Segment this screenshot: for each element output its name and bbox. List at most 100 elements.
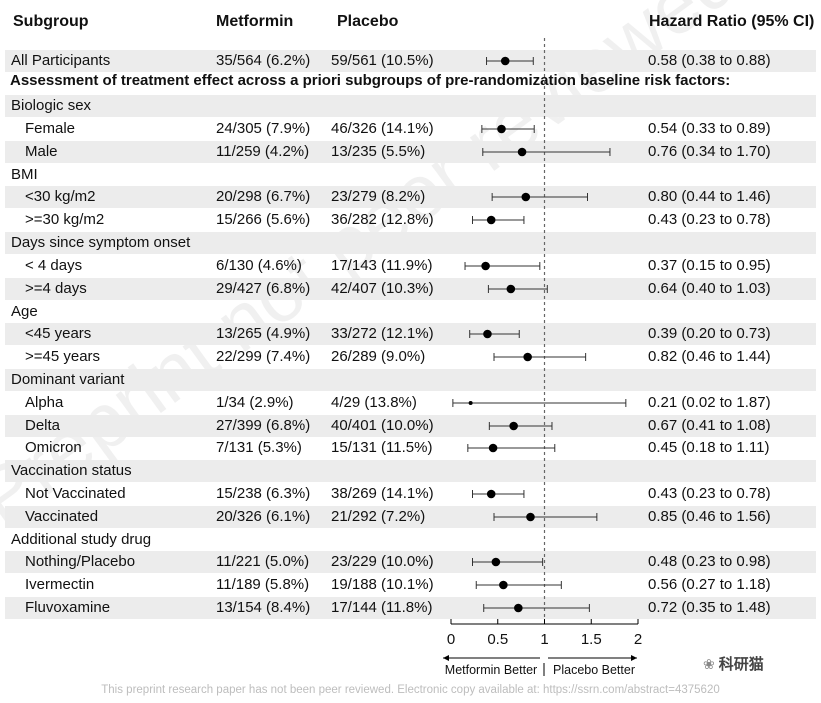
group-header-row: Vaccination status bbox=[5, 460, 816, 482]
hazard-ratio-ci: 0.56 (0.27 to 1.18) bbox=[648, 576, 771, 593]
metformin-events: 13/154 (8.4%) bbox=[216, 599, 311, 616]
hr-point bbox=[500, 56, 510, 66]
header-metformin: Metformin bbox=[216, 13, 294, 30]
subgroup-label: Vaccinated bbox=[25, 508, 99, 525]
group-label: Days since symptom onset bbox=[11, 234, 191, 251]
table-row: >=30 kg/m2 15/266 (5.6%) 36/282 (12.8%) 0.4… bbox=[5, 209, 816, 231]
hazard-ratio-ci: 0.43 (0.23 to 0.78) bbox=[648, 211, 771, 228]
hazard-ratio-ci: 0.39 (0.20 to 0.73) bbox=[648, 325, 771, 342]
hr-point bbox=[517, 147, 527, 157]
hazard-ratio-ci: 0.37 (0.15 to 0.95) bbox=[648, 257, 771, 274]
table-row: < 4 days 6/130 (4.6%) 17/143 (11.9%) 0.37 (… bbox=[5, 255, 816, 277]
hr-point bbox=[481, 261, 490, 271]
metformin-events: 13/265 (4.9%) bbox=[216, 325, 311, 342]
x-tick-label: 1 bbox=[540, 631, 548, 648]
placebo-events: 4/29 (13.8%) bbox=[331, 394, 417, 411]
subgroup-label: < 4 days bbox=[25, 257, 83, 274]
subgroup-note: Assessment of treatment effect across a … bbox=[10, 72, 731, 89]
hr-point bbox=[499, 580, 508, 590]
table-row: Ivermectin 11/189 (5.8%) 19/188 (10.1%) 0.5… bbox=[5, 574, 816, 596]
table-row: Nothing/Placebo 11/221 (5.0%) 23/229 (10.0… bbox=[5, 551, 816, 573]
hr-point bbox=[488, 443, 498, 453]
subgroup-label: <45 years bbox=[25, 325, 92, 342]
placebo-events: 36/282 (12.8%) bbox=[331, 211, 434, 228]
table-row: All Participants 35/564 (6.2%) 59/561 (10.… bbox=[5, 50, 816, 72]
placebo-events: 26/289 (9.0%) bbox=[331, 348, 426, 365]
subgroup-label: Not Vaccinated bbox=[25, 485, 126, 502]
subgroup-label: Male bbox=[25, 143, 58, 160]
subgroup-label: Omicron bbox=[25, 439, 82, 456]
subgroup-label: >=30 kg/m2 bbox=[25, 211, 105, 228]
x-tick-label: 2 bbox=[634, 631, 642, 648]
table-row: >=45 years 22/299 (7.4%) 26/289 (9.0%) 0.82… bbox=[5, 346, 816, 368]
hazard-ratio-ci: 0.43 (0.23 to 0.78) bbox=[648, 485, 771, 502]
metformin-events: 24/305 (7.9%) bbox=[216, 120, 311, 137]
group-label: Additional study drug bbox=[11, 531, 152, 548]
hazard-ratio-ci: 0.54 (0.33 to 0.89) bbox=[648, 120, 771, 137]
hazard-ratio-ci: 0.76 (0.34 to 1.70) bbox=[648, 143, 771, 160]
table-row: Omicron 7/131 (5.3%) 15/131 (11.5%) 0.45 (0… bbox=[5, 437, 816, 459]
left-arrow-head bbox=[443, 655, 449, 661]
metformin-events: 11/221 (5.0%) bbox=[216, 553, 310, 570]
table-row: Female 24/305 (7.9%) 46/326 (14.1%) 0.54 (0… bbox=[5, 118, 816, 140]
left-direction-label: Metformin Better bbox=[445, 663, 537, 677]
table-row: <45 years 13/265 (4.9%) 33/272 (12.1%) 0.39… bbox=[5, 323, 816, 345]
wechat-icon: ❀ bbox=[703, 656, 715, 672]
group-header-row: Additional study drug bbox=[5, 529, 816, 551]
hazard-ratio-ci: 0.72 (0.35 to 1.48) bbox=[648, 599, 771, 616]
placebo-events: 21/292 (7.2%) bbox=[331, 508, 426, 525]
brand: ❀ 科研猫 bbox=[703, 653, 764, 674]
header-subgroup: Subgroup bbox=[13, 13, 89, 30]
placebo-events: 59/561 (10.5%) bbox=[331, 52, 434, 69]
hr-point bbox=[483, 329, 492, 339]
group-header-row: Biologic sex bbox=[5, 95, 816, 117]
hr-point bbox=[468, 401, 473, 405]
metformin-events: 15/238 (6.3%) bbox=[216, 485, 311, 502]
subgroup-label: Female bbox=[25, 120, 76, 137]
hr-point bbox=[509, 421, 518, 431]
hazard-ratio-ci: 0.80 (0.44 to 1.46) bbox=[648, 188, 771, 205]
subgroup-label: <30 kg/m2 bbox=[25, 188, 96, 205]
hr-point bbox=[506, 284, 516, 294]
table-row: Male 11/259 (4.2%) 13/235 (5.5%) 0.76 (0.34… bbox=[5, 141, 816, 163]
subgroup-label: >=45 years bbox=[25, 348, 101, 365]
subgroup-label: Alpha bbox=[25, 394, 64, 411]
metformin-events: 27/399 (6.8%) bbox=[216, 417, 311, 434]
metformin-events: 20/326 (6.1%) bbox=[216, 508, 311, 525]
hr-point bbox=[523, 352, 532, 362]
table-row: <30 kg/m2 20/298 (6.7%) 23/279 (8.2%) 0.80 … bbox=[5, 186, 816, 208]
hr-point bbox=[526, 512, 535, 522]
footer-note: This preprint research paper has not bee… bbox=[101, 684, 720, 696]
placebo-events: 38/269 (14.1%) bbox=[331, 485, 434, 502]
subgroup-label: Fluvoxamine bbox=[25, 599, 111, 616]
hazard-ratio-ci: 0.64 (0.40 to 1.03) bbox=[648, 280, 771, 297]
placebo-events: 42/407 (10.3%) bbox=[331, 280, 434, 297]
brand-text: 科研猫 bbox=[718, 656, 764, 673]
hazard-ratio-ci: 0.45 (0.18 to 1.11) bbox=[648, 439, 770, 456]
hazard-ratio-ci: 0.67 (0.41 to 1.08) bbox=[648, 417, 771, 434]
x-tick-label: 0.5 bbox=[487, 631, 508, 648]
metformin-events: 11/189 (5.8%) bbox=[216, 576, 310, 593]
metformin-events: 11/259 (4.2%) bbox=[216, 143, 310, 160]
group-header-row: Dominant variant bbox=[5, 369, 816, 391]
metformin-events: 7/131 (5.3%) bbox=[216, 439, 302, 456]
placebo-events: 15/131 (11.5%) bbox=[331, 439, 433, 456]
placebo-events: 46/326 (14.1%) bbox=[331, 120, 434, 137]
group-label: Vaccination status bbox=[11, 462, 132, 479]
hazard-ratio-ci: 0.58 (0.38 to 0.88) bbox=[648, 52, 771, 69]
x-tick-label: 0 bbox=[447, 631, 455, 648]
metformin-events: 22/299 (7.4%) bbox=[216, 348, 311, 365]
hr-point bbox=[514, 603, 523, 613]
hr-point bbox=[521, 192, 531, 202]
table-row: Delta 27/399 (6.8%) 40/401 (10.0%) 0.67 (0.… bbox=[5, 415, 816, 437]
right-arrow-head bbox=[631, 655, 637, 661]
header-hazard-ratio: Hazard Ratio (95% CI) bbox=[649, 13, 815, 30]
x-tick-label: 1.5 bbox=[581, 631, 602, 648]
metformin-events: 1/34 (2.9%) bbox=[216, 394, 294, 411]
table-row: Vaccinated 20/326 (6.1%) 21/292 (7.2%) 0.85… bbox=[5, 506, 816, 528]
metformin-events: 35/564 (6.2%) bbox=[216, 52, 311, 69]
right-direction-label: Placebo Better bbox=[553, 663, 635, 677]
metformin-events: 6/130 (4.6%) bbox=[216, 257, 302, 274]
table-row: Alpha 1/34 (2.9%) 4/29 (13.8%) 0.21 (0.02 t… bbox=[5, 392, 816, 414]
